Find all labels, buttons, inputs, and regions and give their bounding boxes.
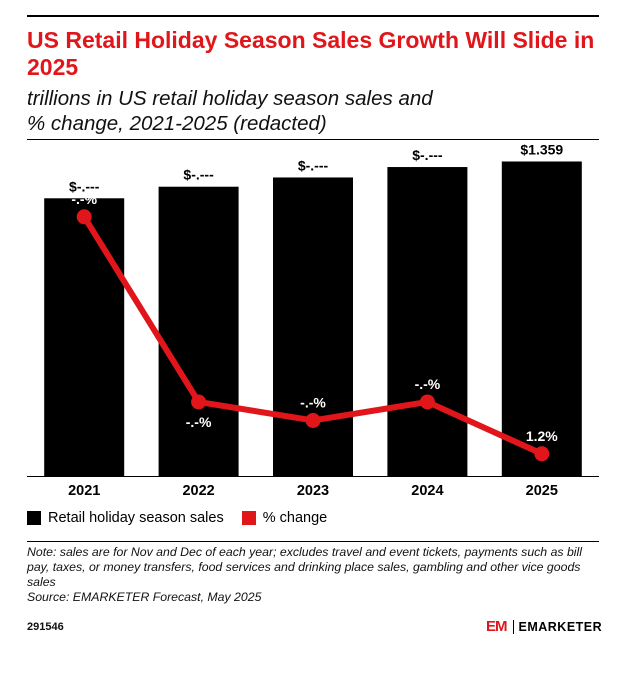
legend-item-sales: Retail holiday season sales [27, 510, 224, 526]
change-point-2022 [191, 394, 207, 410]
bar-label-2023: $-.--- [298, 157, 329, 173]
change-point-2024 [419, 394, 435, 410]
legend-swatch-sales [27, 511, 41, 525]
note-block: Note: sales are for Nov and Dec of each … [27, 545, 602, 605]
change-label-2023: -.-% [300, 394, 326, 410]
bar-label-2024: $-.--- [412, 147, 443, 163]
brand-mark-icon: EM [486, 618, 507, 635]
change-label-2025: 1.2% [526, 428, 558, 444]
legend-label-sales: Retail holiday season sales [48, 510, 224, 526]
legend-label-change: % change [262, 510, 328, 526]
note-text: Note: sales are for Nov and Dec of each … [27, 545, 583, 589]
bar-2022 [158, 186, 239, 476]
x-tick-label-2021: 2021 [68, 483, 100, 499]
chart-subtitle: trillions in US retail holiday season sa… [27, 86, 597, 136]
x-tick-label-2022: 2022 [182, 483, 214, 499]
x-tick-label-2025: 2025 [526, 483, 558, 499]
subtitle-line-2: % change, 2021-2025 (redacted) [27, 112, 327, 135]
x-tick-label-2023: 2023 [297, 483, 329, 499]
change-label-2021: -.-% [71, 191, 97, 207]
brand-logo: EM EMARKETER [486, 618, 602, 635]
change-point-2025 [534, 446, 550, 462]
legend-swatch-change [241, 511, 256, 525]
change-label-2024: -.-% [415, 376, 441, 392]
bar-line-chart: $-.--- 2021 $-.--- 2022 $-.--- 2023 $-.--- 2024… [27, 141, 599, 499]
bar-label-2025: $1.359 [520, 141, 563, 157]
bar-label-2022: $-.--- [183, 167, 214, 183]
subtitle-line-1: trillions in US retail holiday season sa… [27, 87, 433, 110]
change-label-2022: -.-% [186, 414, 212, 430]
brand-name: EMARKETER [518, 619, 603, 634]
bar-2024 [387, 167, 468, 477]
bar-2023 [273, 177, 353, 476]
source-text: Source: EMARKETER Forecast, May 2025 [27, 590, 262, 604]
legend: Retail holiday season sales % change [27, 510, 345, 526]
x-tick-label-2024: 2024 [411, 483, 443, 499]
note-rule [27, 541, 599, 542]
change-point-2021 [76, 209, 92, 225]
bar-label-2021: $-.--- [69, 178, 100, 194]
bar-2025 [501, 161, 582, 476]
chart-title: US Retail Holiday Season Sales Growth Wi… [27, 27, 595, 80]
legend-item-change: % change [241, 510, 328, 526]
bar-2021 [44, 198, 125, 477]
top-rule [27, 15, 599, 17]
chart-top-rule [27, 139, 599, 140]
chart-id: 291546 [27, 621, 64, 633]
change-point-2023 [305, 412, 321, 428]
brand-divider [512, 619, 514, 634]
